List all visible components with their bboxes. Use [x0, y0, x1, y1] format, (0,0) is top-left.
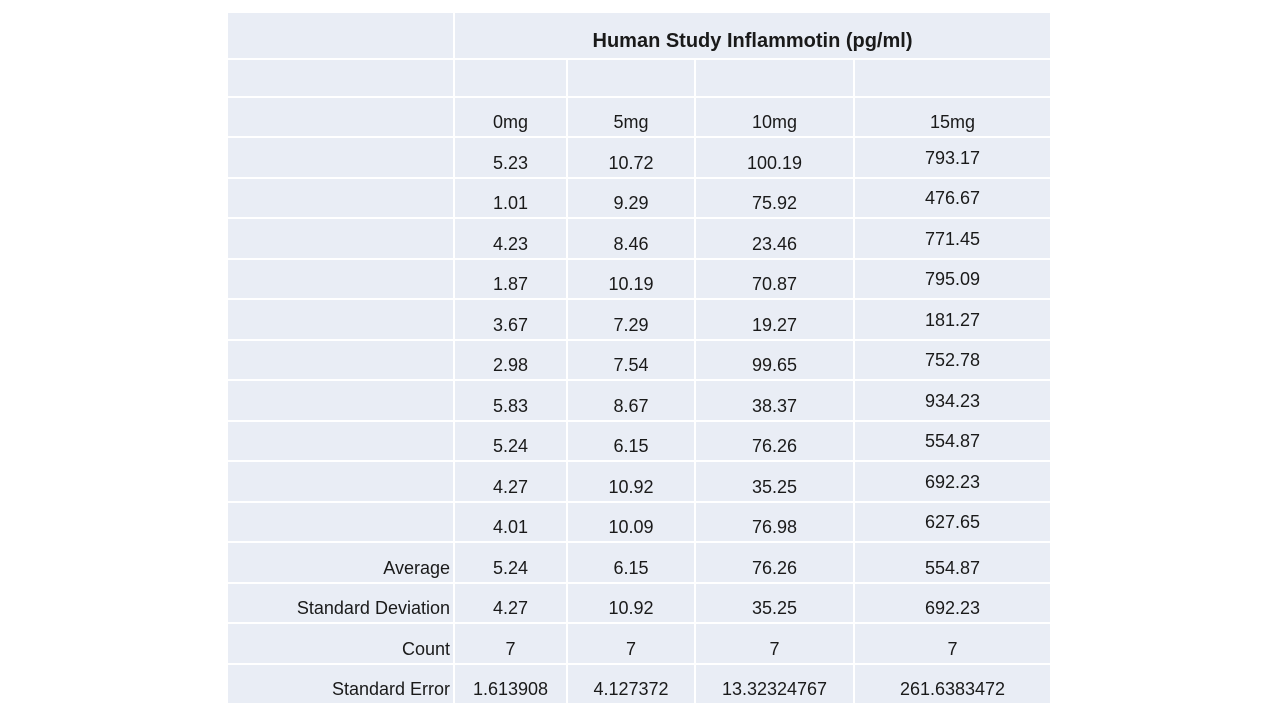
- empty-cell: [228, 60, 453, 96]
- empty-cell: [228, 340, 453, 379]
- value-cell: 7: [855, 624, 1050, 663]
- empty-cell: [228, 98, 453, 136]
- empty-cell: [228, 381, 453, 420]
- value-cell: 554.87: [855, 543, 1050, 582]
- empty-cell: [228, 259, 453, 298]
- value-cell: 70.87: [696, 259, 853, 298]
- empty-cell: [228, 300, 453, 339]
- value-cell: 35.25: [696, 583, 853, 622]
- value-cell: 7: [696, 624, 853, 663]
- value-cell: 7: [568, 624, 694, 663]
- value-cell: 35.25: [696, 462, 853, 501]
- value-cell: 10.09: [568, 502, 694, 541]
- value-cell: 76.98: [696, 502, 853, 541]
- row-label: Count: [228, 624, 453, 663]
- column-header: 0mg: [455, 98, 566, 136]
- data-table: Human Study Inflammotin (pg/ml) 0mg 5mg 10…: [228, 13, 1050, 703]
- value-cell: 8.67: [568, 381, 694, 420]
- value-cell: 793.17: [855, 138, 1050, 177]
- row-label: Standard Deviation: [228, 583, 453, 622]
- empty-cell: [228, 462, 453, 501]
- value-cell: 76.26: [696, 543, 853, 582]
- value-cell: 4.27: [455, 462, 566, 501]
- value-cell: 13.32324767: [696, 664, 853, 703]
- empty-cell: [455, 60, 566, 96]
- column-header: 15mg: [855, 98, 1050, 136]
- value-cell: 692.23: [855, 462, 1050, 501]
- value-cell: 627.65: [855, 502, 1050, 541]
- value-cell: 1.87: [455, 259, 566, 298]
- empty-cell: [228, 421, 453, 460]
- value-cell: 76.26: [696, 421, 853, 460]
- row-label: Average: [228, 543, 453, 582]
- empty-cell: [855, 60, 1050, 96]
- row-label: Standard Error: [228, 664, 453, 703]
- value-cell: 4.27: [455, 583, 566, 622]
- value-cell: 4.127372: [568, 664, 694, 703]
- value-cell: 38.37: [696, 381, 853, 420]
- value-cell: 1.01: [455, 178, 566, 217]
- column-header: 10mg: [696, 98, 853, 136]
- value-cell: 5.83: [455, 381, 566, 420]
- empty-cell: [228, 178, 453, 217]
- value-cell: 771.45: [855, 219, 1050, 258]
- value-cell: 19.27: [696, 300, 853, 339]
- value-cell: 7.29: [568, 300, 694, 339]
- value-cell: 795.09: [855, 259, 1050, 298]
- value-cell: 5.24: [455, 421, 566, 460]
- value-cell: 99.65: [696, 340, 853, 379]
- empty-cell: [696, 60, 853, 96]
- value-cell: 6.15: [568, 421, 694, 460]
- value-cell: 261.6383472: [855, 664, 1050, 703]
- value-cell: 100.19: [696, 138, 853, 177]
- value-cell: 10.19: [568, 259, 694, 298]
- value-cell: 10.92: [568, 462, 694, 501]
- empty-cell: [568, 60, 694, 96]
- value-cell: 7.54: [568, 340, 694, 379]
- value-cell: 752.78: [855, 340, 1050, 379]
- value-cell: 934.23: [855, 381, 1050, 420]
- value-cell: 1.613908: [455, 664, 566, 703]
- value-cell: 9.29: [568, 178, 694, 217]
- value-cell: 6.15: [568, 543, 694, 582]
- empty-cell: [228, 138, 453, 177]
- value-cell: 181.27: [855, 300, 1050, 339]
- value-cell: 3.67: [455, 300, 566, 339]
- value-cell: 75.92: [696, 178, 853, 217]
- empty-cell: [228, 219, 453, 258]
- value-cell: 554.87: [855, 421, 1050, 460]
- value-cell: 692.23: [855, 583, 1050, 622]
- value-cell: 4.01: [455, 502, 566, 541]
- value-cell: 8.46: [568, 219, 694, 258]
- column-header: 5mg: [568, 98, 694, 136]
- table-title: Human Study Inflammotin (pg/ml): [455, 13, 1050, 58]
- corner-cell: [228, 13, 453, 58]
- value-cell: 4.23: [455, 219, 566, 258]
- value-cell: 2.98: [455, 340, 566, 379]
- empty-cell: [228, 502, 453, 541]
- value-cell: 23.46: [696, 219, 853, 258]
- value-cell: 10.72: [568, 138, 694, 177]
- value-cell: 5.23: [455, 138, 566, 177]
- value-cell: 476.67: [855, 178, 1050, 217]
- value-cell: 5.24: [455, 543, 566, 582]
- value-cell: 7: [455, 624, 566, 663]
- value-cell: 10.92: [568, 583, 694, 622]
